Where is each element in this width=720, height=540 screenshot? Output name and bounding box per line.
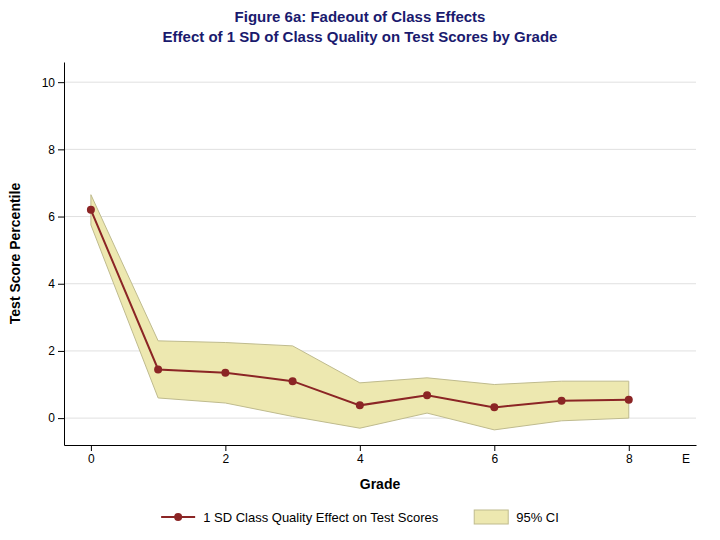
x-tick-label: 8 [626, 452, 633, 466]
point [423, 391, 431, 399]
x-tick-label: 4 [357, 452, 364, 466]
point [87, 206, 95, 214]
y-axis: 0 2 4 6 8 10 [42, 63, 65, 446]
point [356, 401, 364, 409]
y-tick-label: 2 [48, 344, 55, 358]
y-tick-label: 6 [48, 210, 55, 224]
point [221, 369, 229, 377]
y-tick: 4 [48, 277, 64, 291]
y-axis-title: Test Score Percentile [7, 183, 23, 325]
ci-band [91, 195, 629, 430]
y-tick-mark [58, 418, 64, 419]
x-tick: 6 [491, 445, 498, 466]
legend-label: 95% CI [516, 510, 559, 525]
x-tick: 8 [626, 445, 633, 466]
grid-line [64, 149, 696, 150]
y-tick-mark [58, 149, 64, 150]
grid-line [64, 216, 696, 217]
y-tick: 6 [48, 210, 64, 224]
point [558, 397, 566, 405]
grid-line [64, 283, 696, 284]
y-tick-label: 8 [48, 143, 55, 157]
legend-swatch [474, 510, 508, 524]
title: Figure 6a: Fadeout of Class Effects [235, 8, 486, 25]
legend-item: 1 SD Class Quality Effect on Test Scores [161, 510, 439, 525]
grid-line [64, 82, 696, 83]
legend-marker [174, 513, 182, 521]
y-tick: 2 [48, 344, 64, 358]
y-tick-label: 0 [48, 411, 55, 425]
legend: 1 SD Class Quality Effect on Test Scores… [161, 510, 559, 525]
plot: 0 2 4 6 8 0 2 4 6 8 10 E Grade Test Score Percentile [7, 63, 697, 493]
x-tick-label: 2 [223, 452, 230, 466]
x-tick-mark [225, 445, 226, 451]
y-tick-mark [58, 284, 64, 285]
subtitle: Effect of 1 SD of Class Quality on Test … [163, 28, 558, 45]
legend-item: 95% CI [474, 510, 559, 525]
x-tick: 0 [88, 445, 95, 466]
x-tick: 4 [357, 445, 364, 466]
y-tick-mark [58, 351, 64, 352]
point [490, 403, 498, 411]
x-tick-mark [91, 445, 92, 451]
x-tick: 2 [223, 445, 230, 466]
y-axis-line [64, 63, 65, 446]
x-tick-mark [629, 445, 630, 451]
point [154, 365, 162, 373]
x-tick-label: 6 [491, 452, 498, 466]
y-tick: 10 [42, 75, 64, 89]
x-axis: 0 2 4 6 8 [65, 445, 697, 466]
line [91, 210, 629, 408]
chart: Figure 6a: Fadeout of Class Effects Effec… [0, 0, 720, 540]
x-axis-title: Grade [360, 476, 401, 492]
annotation: E [682, 452, 690, 466]
y-tick: 8 [48, 143, 64, 157]
x-tick-mark [494, 445, 495, 451]
y-tick: 0 [48, 411, 64, 425]
point [625, 396, 633, 404]
x-axis-line [65, 445, 697, 446]
y-tick-label: 4 [48, 277, 55, 291]
x-tick-mark [360, 445, 361, 451]
grid [64, 82, 696, 418]
marks [87, 195, 633, 430]
y-tick-label: 10 [42, 75, 56, 89]
legend-label: 1 SD Class Quality Effect on Test Scores [203, 510, 439, 525]
point [289, 377, 297, 385]
x-tick-label: 0 [88, 452, 95, 466]
y-tick-mark [58, 217, 64, 218]
y-tick-mark [58, 82, 64, 83]
